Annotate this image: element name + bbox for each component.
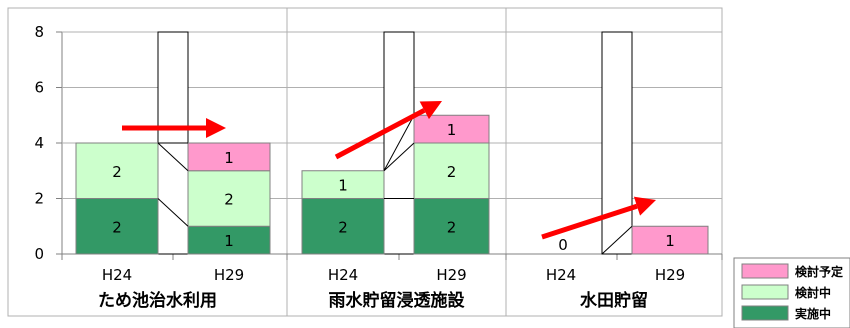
y-tick-label: 2 — [34, 190, 44, 208]
legend-label: 検討予定 — [795, 264, 843, 279]
panel-frame — [505, 7, 723, 317]
series-connector — [601, 225, 633, 255]
data-label: 1 — [665, 232, 675, 250]
data-label: 1 — [224, 232, 234, 250]
x-tick-label: H24 — [102, 266, 132, 284]
x-tick-label: H29 — [655, 266, 685, 284]
trend-arrow-shaft — [334, 108, 426, 160]
data-label: 2 — [447, 163, 457, 181]
panel-title: ため池治水利用 — [98, 290, 217, 311]
trend-arrow-head — [206, 118, 226, 138]
data-label: 2 — [338, 218, 348, 236]
x-tick-label: H24 — [328, 266, 358, 284]
legend-label: 実施中 — [795, 306, 831, 321]
trend-arrow-shaft — [541, 203, 638, 240]
series-connector — [383, 142, 415, 172]
series-connector — [157, 142, 189, 172]
bar-segment — [187, 142, 271, 172]
panel-frames — [7, 7, 723, 317]
x-tick-label: H29 — [214, 266, 244, 284]
reference-column — [601, 31, 633, 255]
trend-arrow-head — [633, 196, 656, 216]
legend-swatch — [741, 284, 789, 300]
y-tick-label: 4 — [34, 134, 44, 152]
data-label: 1 — [447, 121, 457, 139]
data-label: 2 — [224, 191, 234, 209]
bar-segment — [413, 198, 490, 255]
legend-swatch — [741, 263, 789, 279]
bar-segment — [301, 170, 385, 199]
trend-arrow-head — [419, 101, 442, 120]
bar-segment — [631, 225, 709, 255]
y-tick-label: 8 — [34, 23, 44, 41]
chart-texts: 0 2 4 6 8 2 2 H24 1 2 1 H29 ため池治水利用 2 1 H24 2 2 1 H29 雨水貯留浸透… — [34, 23, 685, 311]
bar-segment — [75, 198, 159, 255]
data-label: 1 — [224, 149, 234, 167]
panel-title: 雨水貯留浸透施設 — [329, 290, 466, 311]
data-label: 1 — [338, 177, 348, 195]
bar-segment — [75, 142, 159, 199]
data-label: 2 — [112, 218, 122, 236]
y-tick-label: 0 — [34, 245, 44, 263]
bar-segment — [413, 114, 490, 144]
legend-swatch — [741, 305, 789, 321]
series-connector — [157, 198, 189, 227]
x-tick-label: H29 — [436, 266, 466, 284]
bar-segment — [413, 142, 490, 199]
legend-label: 検討中 — [795, 285, 831, 300]
bar-segment — [187, 170, 271, 227]
total-label: 0 — [558, 236, 568, 254]
series-connector — [383, 115, 415, 171]
data-label: 2 — [447, 218, 457, 236]
x-tick-label: H24 — [546, 266, 576, 284]
chart-marks — [75, 31, 709, 255]
y-tick-label: 6 — [34, 79, 44, 97]
bar-segment — [187, 225, 271, 255]
data-label: 2 — [112, 163, 122, 181]
panel-title: 水田貯留 — [580, 290, 648, 311]
